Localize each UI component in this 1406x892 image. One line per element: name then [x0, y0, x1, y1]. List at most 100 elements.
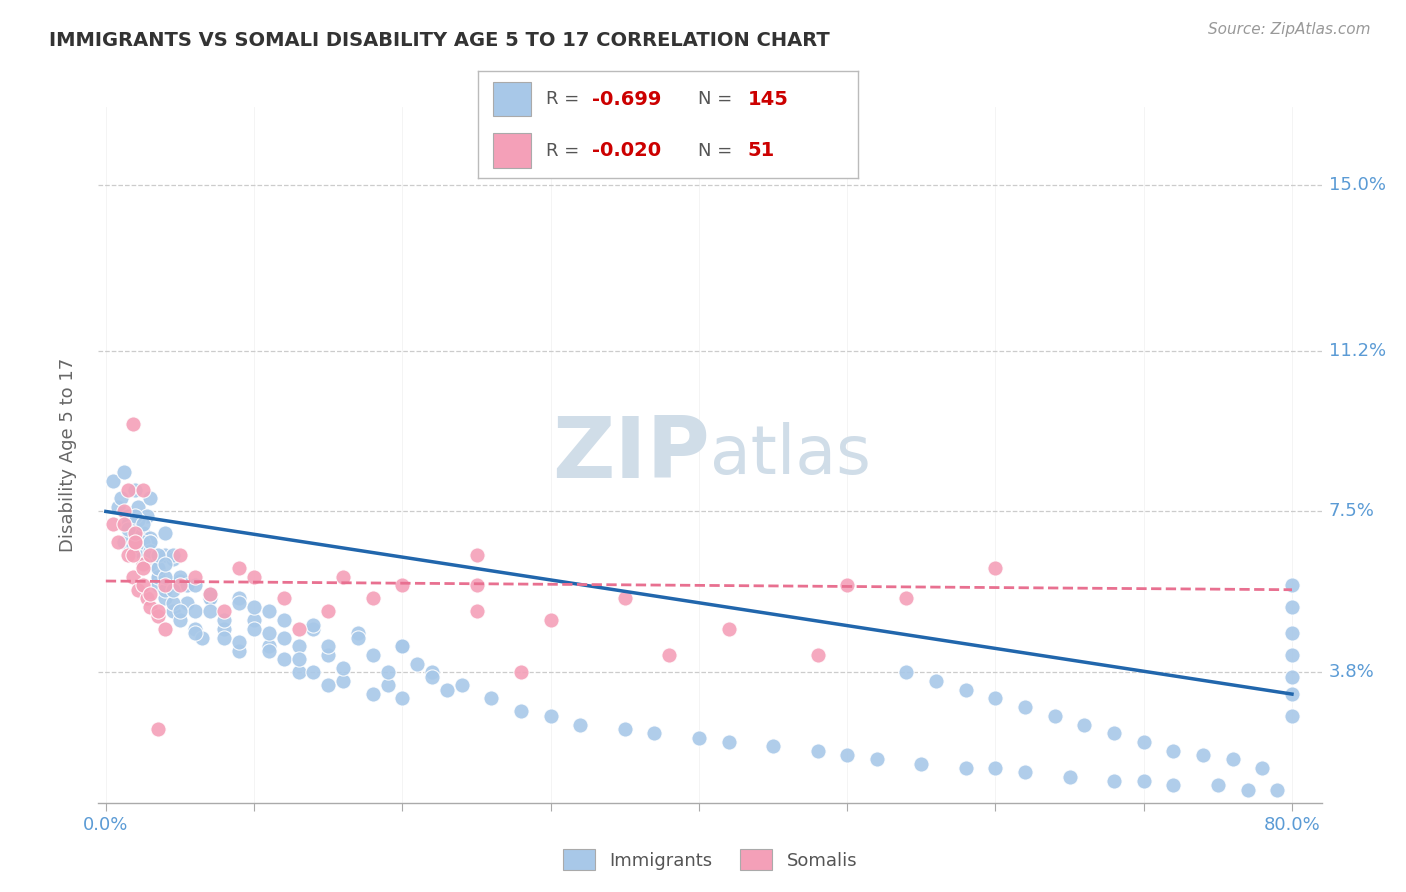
Point: [184, 626, 207, 640]
Point: [1281, 670, 1303, 684]
Point: [316, 678, 339, 692]
Point: [132, 557, 155, 571]
Point: [1251, 761, 1274, 775]
Point: [243, 570, 266, 584]
Text: 11.2%: 11.2%: [1329, 342, 1386, 359]
Point: [139, 534, 162, 549]
Point: [1132, 774, 1154, 789]
Point: [837, 747, 859, 762]
Point: [153, 582, 176, 597]
Point: [1192, 747, 1215, 762]
Point: [287, 639, 309, 653]
Text: 145: 145: [748, 90, 789, 109]
Point: [984, 691, 1007, 706]
Point: [132, 578, 155, 592]
Point: [153, 526, 176, 541]
Point: [273, 652, 295, 666]
Point: [391, 578, 413, 592]
Point: [162, 552, 184, 566]
Point: [510, 665, 533, 680]
Point: [124, 526, 146, 541]
Point: [243, 622, 266, 636]
Point: [132, 526, 155, 541]
Point: [316, 605, 339, 619]
Point: [361, 648, 384, 662]
Point: [302, 622, 325, 636]
Text: ZIP: ZIP: [553, 413, 710, 497]
Text: -0.020: -0.020: [592, 141, 661, 160]
Point: [146, 608, 169, 623]
Point: [1014, 765, 1036, 780]
Point: [1222, 752, 1244, 766]
Point: [103, 517, 125, 532]
Point: [117, 548, 139, 562]
Point: [257, 626, 280, 640]
Point: [1073, 717, 1095, 731]
Point: [139, 491, 162, 506]
Point: [984, 761, 1007, 775]
Text: N =: N =: [699, 142, 738, 160]
Point: [228, 635, 250, 649]
Point: [139, 587, 162, 601]
Point: [214, 605, 236, 619]
Point: [139, 534, 162, 549]
Point: [465, 578, 488, 592]
Text: R =: R =: [547, 142, 585, 160]
Point: [420, 670, 443, 684]
Point: [465, 548, 488, 562]
Point: [153, 570, 176, 584]
Point: [127, 513, 149, 527]
FancyBboxPatch shape: [494, 134, 531, 168]
Point: [243, 613, 266, 627]
Point: [103, 474, 125, 488]
Point: [139, 548, 162, 562]
Point: [510, 705, 533, 719]
Point: [176, 596, 198, 610]
Y-axis label: Disability Age 5 to 17: Disability Age 5 to 17: [59, 358, 77, 552]
Point: [169, 613, 191, 627]
Point: [1059, 770, 1081, 784]
Point: [112, 504, 135, 518]
Point: [198, 587, 221, 601]
Point: [121, 417, 143, 432]
Point: [1281, 687, 1303, 701]
Point: [717, 735, 740, 749]
Point: [332, 674, 354, 689]
Point: [762, 739, 785, 754]
Point: [121, 539, 143, 553]
Point: [1102, 774, 1125, 789]
Point: [658, 648, 681, 662]
Point: [169, 570, 191, 584]
Text: 15.0%: 15.0%: [1329, 177, 1386, 194]
Point: [257, 639, 280, 653]
Point: [139, 600, 162, 615]
Point: [569, 717, 592, 731]
Point: [146, 722, 169, 736]
Point: [257, 643, 280, 657]
Point: [184, 570, 207, 584]
Point: [121, 570, 143, 584]
Point: [1163, 744, 1185, 758]
Point: [139, 543, 162, 558]
Point: [377, 665, 399, 680]
Point: [169, 574, 191, 588]
Point: [117, 522, 139, 536]
FancyBboxPatch shape: [494, 82, 531, 116]
Point: [406, 657, 429, 671]
Point: [146, 578, 169, 592]
Point: [806, 744, 828, 758]
Point: [121, 543, 143, 558]
Point: [214, 631, 236, 645]
Point: [153, 578, 176, 592]
Point: [287, 622, 309, 636]
Point: [124, 534, 146, 549]
Point: [613, 722, 636, 736]
Point: [153, 548, 176, 562]
Point: [1043, 708, 1066, 723]
Point: [117, 508, 139, 523]
Point: [1281, 708, 1303, 723]
Point: [257, 605, 280, 619]
Text: atlas: atlas: [710, 422, 870, 488]
Point: [1281, 578, 1303, 592]
Point: [124, 483, 146, 497]
